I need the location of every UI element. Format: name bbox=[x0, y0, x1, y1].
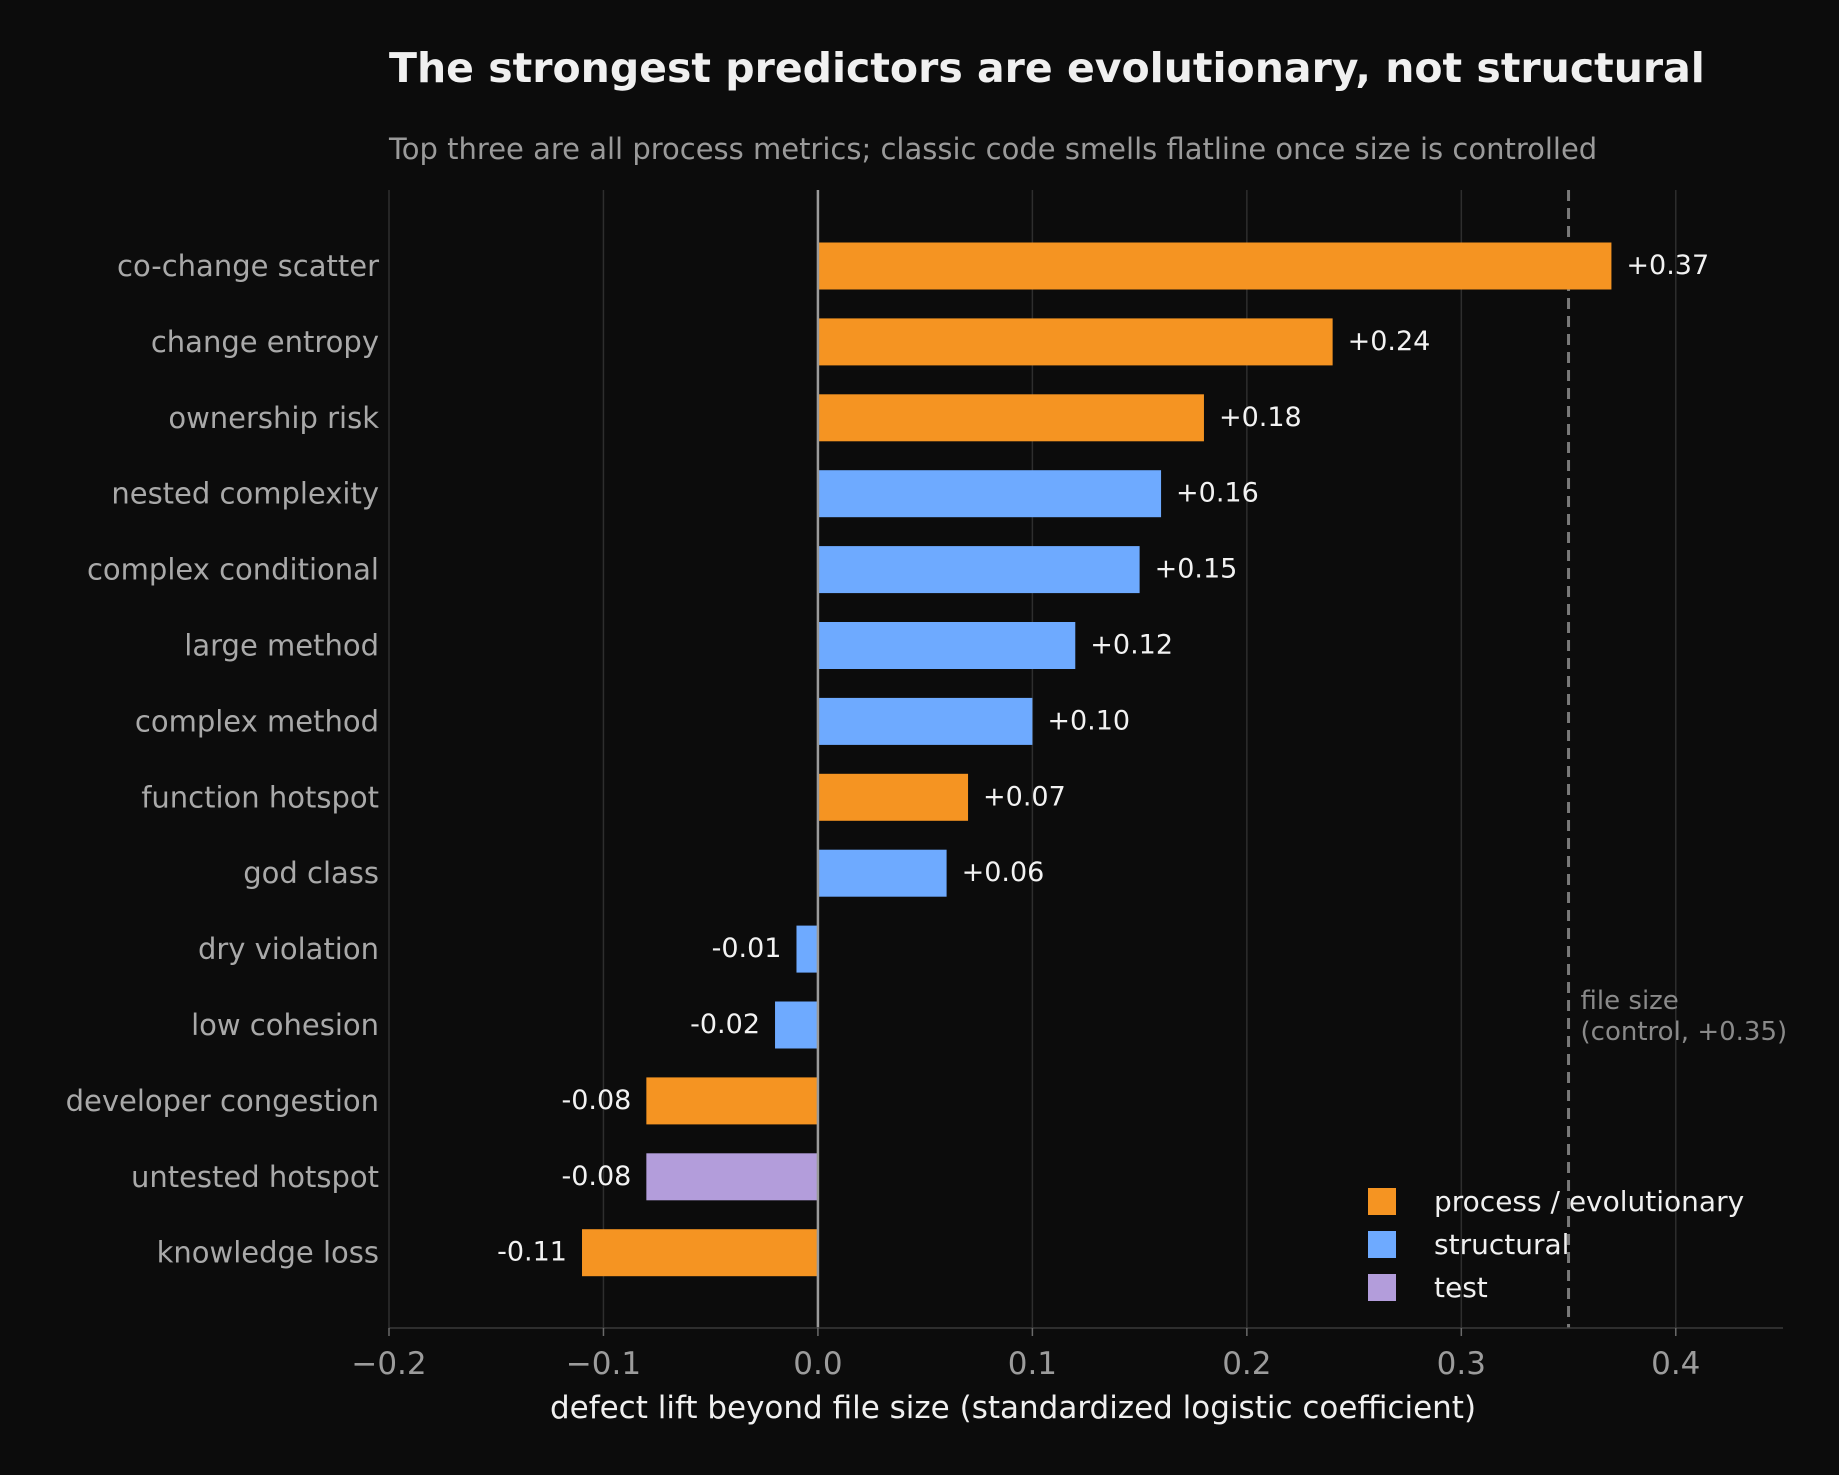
x-axis-label: defect lift beyond file size (standardiz… bbox=[550, 1390, 1476, 1426]
bar bbox=[817, 318, 1333, 366]
bar bbox=[817, 622, 1076, 669]
category-label: co-change scatter bbox=[117, 249, 379, 283]
bar bbox=[775, 1001, 818, 1049]
legend-swatch-structural bbox=[1368, 1231, 1396, 1258]
data-label: +0.07 bbox=[983, 781, 1066, 812]
bar bbox=[796, 925, 818, 973]
category-label: low cohesion bbox=[191, 1008, 379, 1042]
value-labels: +0.37 +0.24 +0.18 +0.16 +0.15 +0.12 +0.10 +0.07… bbox=[497, 250, 1709, 1268]
legend-label-structural: structural bbox=[1434, 1228, 1569, 1261]
x-tick-label: 0.3 bbox=[1437, 1346, 1486, 1382]
bar bbox=[817, 849, 947, 897]
chart-title: The strongest predictors are evolutionar… bbox=[389, 44, 1705, 92]
category-label: change entropy bbox=[151, 325, 379, 359]
category-label: knowledge loss bbox=[157, 1236, 379, 1270]
data-label: +0.16 bbox=[1176, 478, 1259, 509]
bar bbox=[817, 546, 1140, 594]
category-label: ownership risk bbox=[168, 401, 379, 435]
legend-label-test: test bbox=[1434, 1271, 1488, 1304]
x-tick-label: 0.0 bbox=[793, 1346, 842, 1382]
category-label: function hotspot bbox=[141, 780, 379, 814]
bar bbox=[646, 1153, 818, 1201]
data-label: +0.06 bbox=[962, 857, 1045, 888]
bar bbox=[646, 1077, 818, 1125]
legend: process / evolutionary structural test bbox=[1368, 1185, 1744, 1304]
data-label: -0.01 bbox=[712, 933, 782, 964]
bar bbox=[817, 773, 969, 821]
x-tick-label: 0.2 bbox=[1222, 1346, 1271, 1382]
legend-swatch-process bbox=[1368, 1188, 1396, 1215]
data-label: -0.08 bbox=[561, 1161, 631, 1192]
category-label: complex conditional bbox=[87, 553, 379, 587]
category-label: large method bbox=[184, 629, 379, 663]
category-label: dry violation bbox=[198, 932, 379, 966]
legend-label-process: process / evolutionary bbox=[1434, 1185, 1744, 1218]
reference-line-label: (control, +0.35) bbox=[1581, 1017, 1788, 1047]
chart-subtitle: Top three are all process metrics; class… bbox=[388, 132, 1597, 166]
category-label: untested hotspot bbox=[131, 1160, 379, 1194]
data-label: -0.11 bbox=[497, 1237, 567, 1268]
data-label: +0.24 bbox=[1348, 326, 1431, 357]
bar bbox=[817, 470, 1162, 518]
x-tick-label: 0.4 bbox=[1651, 1346, 1700, 1382]
category-label: developer congestion bbox=[66, 1084, 379, 1118]
data-label: -0.08 bbox=[561, 1085, 631, 1116]
x-tick-label: −0.1 bbox=[566, 1346, 641, 1382]
bars bbox=[582, 242, 1612, 1277]
reference-line-group: file size(control, +0.35) bbox=[1567, 190, 1788, 1328]
data-label: +0.37 bbox=[1626, 250, 1709, 281]
data-label: +0.18 bbox=[1219, 402, 1302, 433]
data-label: +0.15 bbox=[1155, 554, 1238, 585]
category-label: god class bbox=[243, 856, 379, 890]
category-label: complex method bbox=[135, 704, 379, 738]
data-label: +0.10 bbox=[1047, 705, 1130, 736]
reference-line-label: file size bbox=[1581, 986, 1679, 1016]
category-label: nested complexity bbox=[111, 477, 379, 511]
bar bbox=[582, 1229, 818, 1277]
data-label: +0.12 bbox=[1090, 630, 1173, 661]
data-label: -0.02 bbox=[690, 1009, 760, 1040]
category-labels: co-change scatter change entropy ownership… bbox=[66, 249, 380, 1270]
bar bbox=[817, 394, 1204, 442]
x-tick-label: −0.2 bbox=[351, 1346, 426, 1382]
bar bbox=[817, 242, 1612, 290]
grid-lines bbox=[388, 190, 1677, 1328]
x-tick-label: 0.1 bbox=[1008, 1346, 1057, 1382]
bar bbox=[817, 697, 1033, 745]
legend-swatch-test bbox=[1368, 1274, 1396, 1301]
x-axis: −0.2 −0.1 0.0 0.1 0.2 0.3 0.4 bbox=[351, 1327, 1783, 1382]
